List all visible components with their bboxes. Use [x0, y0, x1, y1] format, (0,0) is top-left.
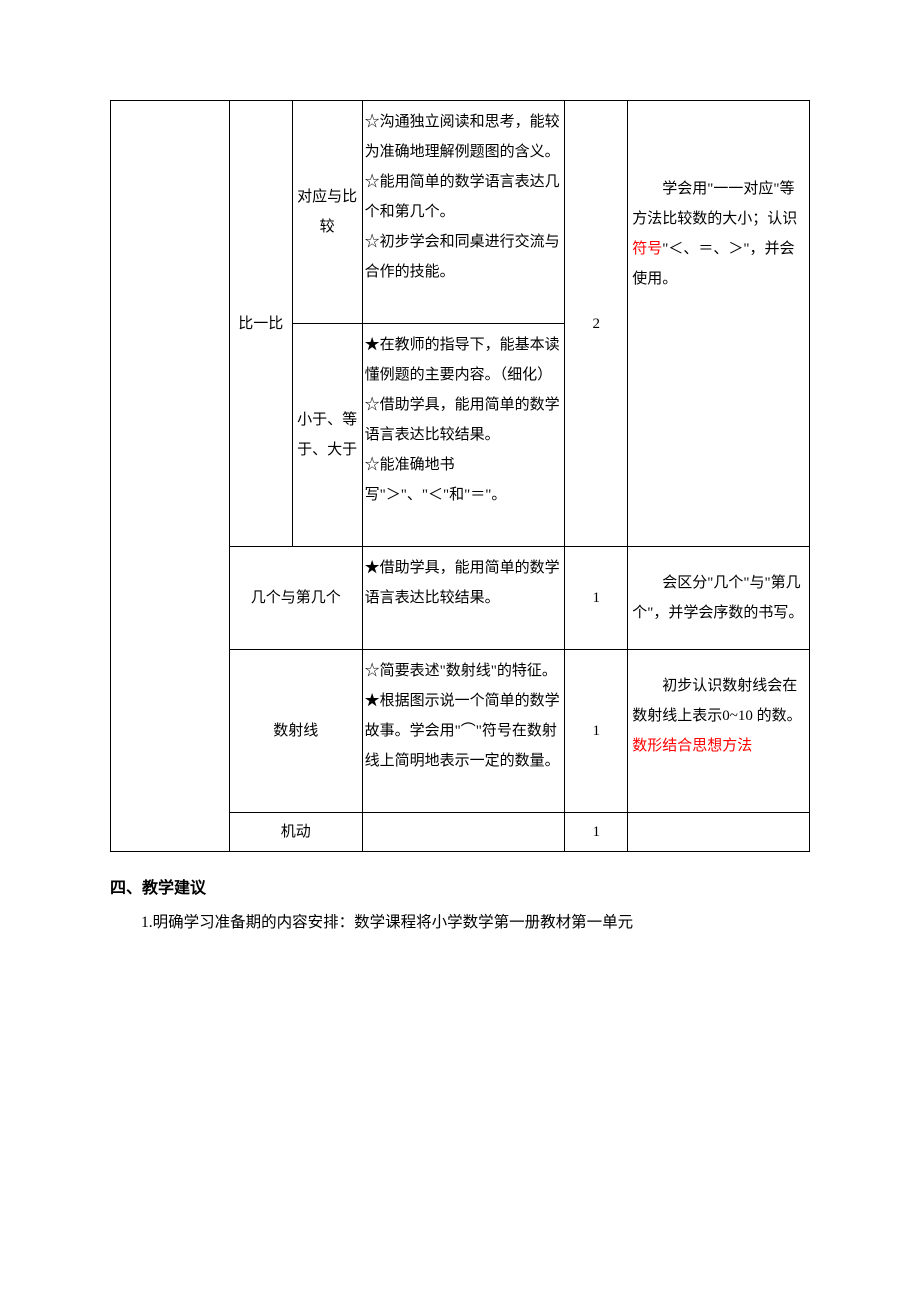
cell-goals: ☆沟通独立阅读和思考，能较为准确地理解例题图的含义。 ☆能用简单的数学语言表达几… — [362, 101, 565, 324]
section-heading: 四、教学建议 — [110, 874, 810, 898]
cell-hours: 2 — [565, 101, 628, 547]
cell-subunit: 对应与比较 — [292, 101, 362, 324]
cell-notes — [628, 813, 810, 852]
table-row: 比一比 对应与比较 ☆沟通独立阅读和思考，能较为准确地理解例题图的含义。 ☆能用… — [111, 101, 810, 324]
cell-hours: 1 — [565, 813, 628, 852]
cell-unit: 比一比 — [229, 101, 292, 547]
cell-goals: ☆简要表述"数射线"的特征。 ★根据图示说一个简单的数学故事。学会用"⌒"符号在… — [362, 650, 565, 813]
body-paragraph: 1.明确学习准备期的内容安排：数学课程将小学数学第一册教材第一单元 — [110, 908, 810, 937]
goal-line: ☆能用简单的数学语言表达几个和第几个。 — [365, 167, 563, 227]
goal-line: ☆简要表述"数射线"的特征。 — [365, 656, 563, 686]
cell-unit: 数射线 — [229, 650, 362, 813]
goal-line: ☆能准确地书写"＞"、"＜"和"＝"。 — [365, 450, 563, 510]
notes-highlight: 符号 — [632, 241, 662, 257]
goal-line: ★在教师的指导下，能基本读懂例题的主要内容。（细化） — [365, 330, 563, 390]
goal-line: ★根据图示说一个简单的数学故事。学会用"⌒"符号在数射线上简明地表示一定的数量。 — [365, 686, 563, 776]
cell-notes: 初步认识数射线会在数射线上表示0~10 的数。数形结合思想方法 — [628, 650, 810, 813]
curriculum-table: 比一比 对应与比较 ☆沟通独立阅读和思考，能较为准确地理解例题图的含义。 ☆能用… — [110, 100, 810, 852]
goal-line: ☆初步学会和同桌进行交流与合作的技能。 — [365, 227, 563, 287]
cell-goals: ★在教师的指导下，能基本读懂例题的主要内容。（细化） ☆借助学具，能用简单的数学… — [362, 324, 565, 547]
cell-unit: 机动 — [229, 813, 362, 852]
cell-subunit: 小于、等于、大于 — [292, 324, 362, 547]
cell-notes: 会区分"几个"与"第几个"，并学会序数的书写。 — [628, 547, 810, 650]
cell-hours: 1 — [565, 547, 628, 650]
goal-line: ☆借助学具，能用简单的数学语言表达比较结果。 — [365, 390, 563, 450]
notes-text: 学会用"一一对应"等方法比较数的大小；认识 — [632, 181, 797, 227]
notes-text: 初步认识数射线会在数射线上表示0~10 的数。 — [632, 678, 801, 724]
notes-text: 会区分"几个"与"第几个"，并学会序数的书写。 — [632, 568, 805, 628]
cell-notes: 学会用"一一对应"等方法比较数的大小；认识符号"＜、＝、＞"，并会使用。 — [628, 101, 810, 547]
cell-chapter-blank — [111, 101, 230, 852]
cell-goals — [362, 813, 565, 852]
goal-line: ★借助学具，能用简单的数学语言表达比较结果。 — [365, 553, 563, 613]
cell-hours: 1 — [565, 650, 628, 813]
cell-goals: ★借助学具，能用简单的数学语言表达比较结果。 — [362, 547, 565, 650]
cell-unit: 几个与第几个 — [229, 547, 362, 650]
goal-line: ☆沟通独立阅读和思考，能较为准确地理解例题图的含义。 — [365, 107, 563, 167]
notes-highlight: 数形结合思想方法 — [632, 738, 752, 754]
